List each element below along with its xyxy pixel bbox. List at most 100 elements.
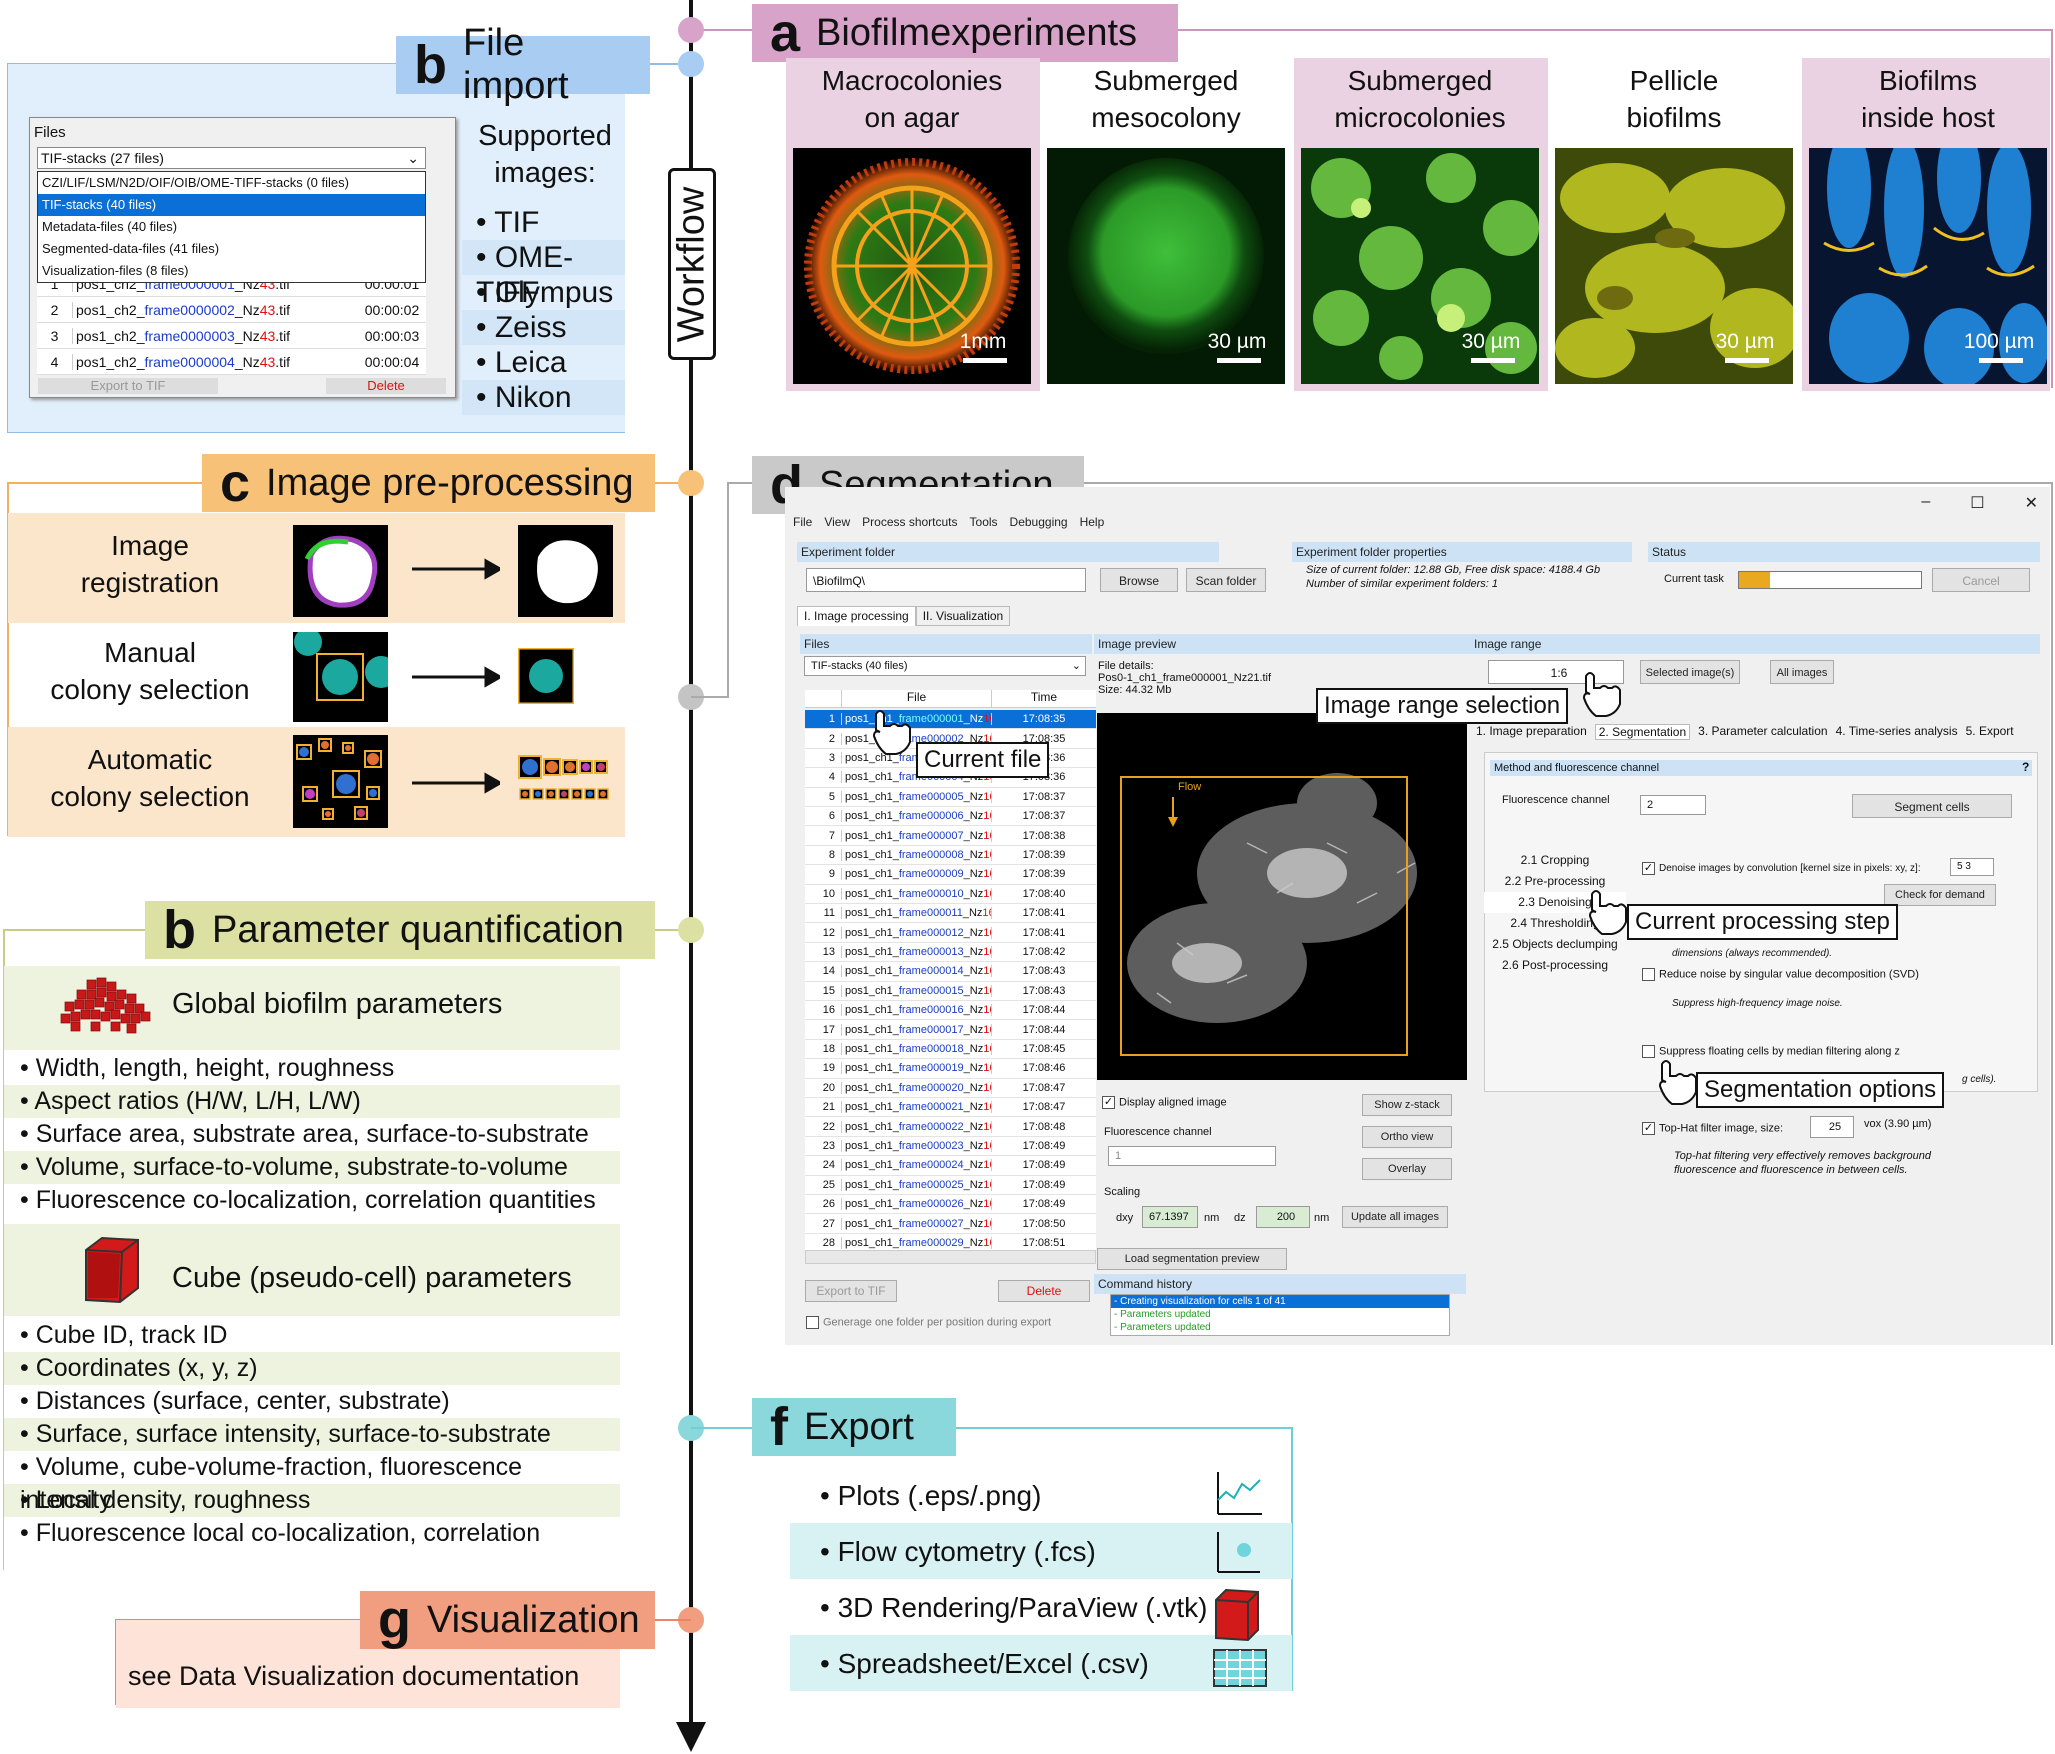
denoise-input[interactable]: 5 3 [1950, 858, 1994, 876]
suppress-option[interactable]: Suppress floating cells by median filter… [1642, 1045, 1900, 1058]
table-row[interactable]: 25 pos1_ch1_frame000025_Nz161.tif17:08:49 [805, 1175, 1096, 1195]
table-row[interactable]: 20 pos1_ch1_frame000020_Nz161.tif17:08:47 [805, 1078, 1096, 1098]
menu-item[interactable]: Help [1079, 515, 1105, 529]
table-row[interactable]: 26 pos1_ch1_frame000026_Nz161.tif17:08:49 [805, 1195, 1096, 1215]
all-images-button[interactable]: All images [1770, 660, 1834, 684]
files-dropdown[interactable]: TIF-stacks (27 files) ⌄ [37, 147, 426, 169]
fl-channel-dropdown[interactable]: 1 [1108, 1146, 1276, 1166]
table-row[interactable]: 12 pos1_ch1_frame000012_Nz161.tif17:08:41 [805, 923, 1096, 943]
file-nz: _Nz [963, 965, 984, 978]
show-z-stack-button[interactable]: Show z-stack [1362, 1094, 1452, 1116]
table-row[interactable]: 15 pos1_ch1_frame000015_Nz161.tif17:08:43 [805, 981, 1096, 1001]
image-range-input[interactable]: 1:6 [1488, 660, 1624, 684]
menu-item[interactable]: Debugging [1009, 515, 1068, 529]
overlay-button[interactable]: Overlay [1362, 1158, 1452, 1180]
dropdown-option[interactable]: CZI/LIF/LSM/N2D/OIF/OIB/OME-TIFF-stacks … [42, 175, 349, 190]
file-nz: _Nz [963, 887, 984, 900]
check-demand-button[interactable]: Check for demand [1884, 884, 1996, 906]
table-row[interactable]: 7 pos1_ch1_frame000007_Nz161.tif17:08:38 [805, 826, 1096, 846]
delete-button[interactable]: Delete [326, 378, 446, 394]
table-row[interactable]: 14 pos1_ch1_frame000014_Nz161.tif17:08:43 [805, 962, 1096, 982]
files-type-dropdown[interactable]: TIF-stacks (40 files) ⌄ [804, 656, 1086, 676]
help-icon[interactable]: ? [2022, 760, 2030, 774]
scale-label: 30 µm [1461, 330, 1521, 353]
substep-item[interactable]: 2.1 Cropping [1520, 853, 1590, 867]
file-frame: frame000015 [898, 984, 964, 997]
table-row[interactable]: 6 pos1_ch1_frame000006_Nz161.tif17:08:37 [805, 807, 1096, 827]
export-to-tif-button[interactable]: Export to TIF [38, 378, 218, 394]
menu-item[interactable]: Process shortcuts [862, 515, 958, 529]
tab-image-processing[interactable]: I. Image processing [797, 606, 916, 626]
fl-channel2-dropdown[interactable]: 2 [1640, 795, 1706, 815]
substep-item[interactable]: 2.6 Post-processing [1501, 958, 1609, 972]
tab-visualization[interactable]: II. Visualization [915, 606, 1011, 626]
table-row[interactable]: 13 pos1_ch1_frame000013_Nz161.tif17:08:42 [805, 942, 1096, 963]
cancel-button[interactable]: Cancel [1932, 568, 2030, 592]
table-row[interactable]: 21 pos1_ch1_frame000021_Nz161.tif17:08:47 [805, 1098, 1096, 1118]
close-icon[interactable]: ✕ [2024, 495, 2038, 512]
dropdown-option[interactable]: TIF-stacks (40 files) [38, 194, 425, 216]
step-tab[interactable]: 2. Segmentation [1594, 724, 1691, 740]
table-row[interactable]: 23 pos1_ch1_frame000023_Nz161.tif17:08:49 [805, 1136, 1096, 1157]
step-tab[interactable]: 1. Image preparation [1476, 724, 1587, 738]
menu-item[interactable]: View [824, 515, 851, 529]
display-aligned-option[interactable]: ✓ Display aligned image [1102, 1096, 1227, 1109]
load-segmentation-preview-button[interactable]: Load segmentation preview [1097, 1248, 1287, 1270]
dropdown-option[interactable]: Segmented-data-files (41 files) [42, 241, 220, 256]
substep-item[interactable]: 2.4 Thresholding [1510, 916, 1600, 930]
one-folder-option[interactable]: Generage one folder per position during … [806, 1316, 1051, 1329]
table-row[interactable]: 17 pos1_ch1_frame000017_Nz161.tif17:08:44 [805, 1020, 1096, 1040]
update-all-images-button[interactable]: Update all images [1342, 1206, 1448, 1228]
file-prefix: pos1_ch1_ [845, 1198, 899, 1211]
export-tif-button[interactable]: Export to TIF [805, 1280, 897, 1302]
table-row[interactable]: 28 pos1_ch1_frame000029_Nz161.tif17:08:51 [805, 1233, 1096, 1254]
svd-option[interactable]: Reduce noise by singular value decomposi… [1642, 968, 1919, 981]
dropdown-option[interactable]: Metadata-files (40 files) [42, 219, 178, 234]
experiment-folder-input[interactable]: \BiofilmQ\ [806, 568, 1086, 592]
dropdown-option[interactable]: Visualization-files (8 files) [42, 263, 189, 278]
scan-folder-button[interactable]: Scan folder [1186, 568, 1266, 592]
table-row[interactable]: 11 pos1_ch1_frame000011_Nz161.tif17:08:41 [805, 904, 1096, 924]
step-tab[interactable]: 3. Parameter calculation [1698, 724, 1828, 738]
table-row[interactable]: 9 pos1_ch1_frame000009_Nz161.tif17:08:39 [805, 865, 1096, 885]
tophat-input[interactable]: 25 [1810, 1116, 1854, 1138]
table-row[interactable]: 10 pos1_ch1_frame000010_Nz161.tif17:08:40 [805, 884, 1096, 904]
table-row[interactable]: 19 pos1_ch1_frame000019_Nz161.tif17:08:46 [805, 1059, 1096, 1079]
substep-item[interactable]: 2.2 Pre-processing [1504, 874, 1606, 888]
dz-input[interactable]: 200 [1256, 1206, 1310, 1228]
table-row[interactable]: 27 pos1_ch1_frame000027_Nz161.tif17:08:50 [805, 1214, 1096, 1234]
menu-item[interactable]: File [793, 515, 813, 529]
import-file-row[interactable]: 4 pos1_ch2_frame0000004_Nz43.tif 00:00:04 [37, 349, 426, 375]
denoise-option[interactable]: ✓ Denoise images by convolution [kernel s… [1642, 862, 1921, 875]
maximize-icon[interactable]: ☐ [1970, 495, 1985, 512]
selected-images-button[interactable]: Selected image(s) [1640, 660, 1740, 684]
ortho-view-button[interactable]: Ortho view [1362, 1126, 1452, 1148]
browse-button[interactable]: Browse [1100, 568, 1178, 592]
table-row[interactable]: 24 pos1_ch1_frame000024_Nz161.tif17:08:49 [805, 1156, 1096, 1176]
menu-item[interactable]: Tools [969, 515, 998, 529]
table-row[interactable]: 1 pos1_ch1_frame000001_Nz161.tif17:08:35 [805, 710, 1096, 730]
substep-item[interactable]: 2.3 Denoising [1484, 892, 1626, 913]
current-file-callout: Current file [916, 742, 1050, 778]
segment-cells-button[interactable]: Segment cells [1852, 794, 2012, 818]
command-line: - Parameters updated [1114, 1322, 1211, 1333]
table-row[interactable]: 22 pos1_ch1_frame000022_Nz161.tif17:08:48 [805, 1117, 1096, 1137]
dxy-input[interactable]: 67.1397 [1142, 1206, 1198, 1228]
substep-item[interactable]: 2.5 Objects declumping [1492, 937, 1618, 951]
table-row[interactable]: 5 pos1_ch1_frame000005_Nz161.tif17:08:37 [805, 787, 1096, 807]
file-nz: _Nz [963, 1062, 984, 1075]
tophat-option[interactable]: ✓ Top-Hat filter image, size: [1642, 1122, 1784, 1135]
file-time: 17:08:39 [991, 848, 1096, 861]
files-scrollbar[interactable] [805, 1250, 1096, 1264]
step-tab[interactable]: 5. Export [1965, 724, 2014, 738]
minimize-icon[interactable]: – [1921, 493, 1931, 510]
step-tab[interactable]: 4. Time-series analysis [1835, 724, 1958, 738]
file-nz: _Nz [963, 790, 984, 803]
table-row[interactable]: 8 pos1_ch1_frame000008_Nz161.tif17:08:39 [805, 845, 1096, 866]
files-window: Files TIF-stacks (27 files) ⌄ CZI/LIF/LS… [29, 117, 456, 398]
delete-files-button[interactable]: Delete [998, 1280, 1090, 1302]
import-file-row[interactable]: 3 pos1_ch2_frame0000003_Nz43.tif 00:00:03 [37, 323, 426, 349]
table-row[interactable]: 18 pos1_ch1_frame000018_Nz161.tif17:08:45 [805, 1039, 1096, 1060]
import-file-row[interactable]: 2 pos1_ch2_frame0000002_Nz43.tif 00:00:02 [37, 297, 426, 323]
table-row[interactable]: 16 pos1_ch1_frame000016_Nz161.tif17:08:44 [805, 1001, 1096, 1021]
